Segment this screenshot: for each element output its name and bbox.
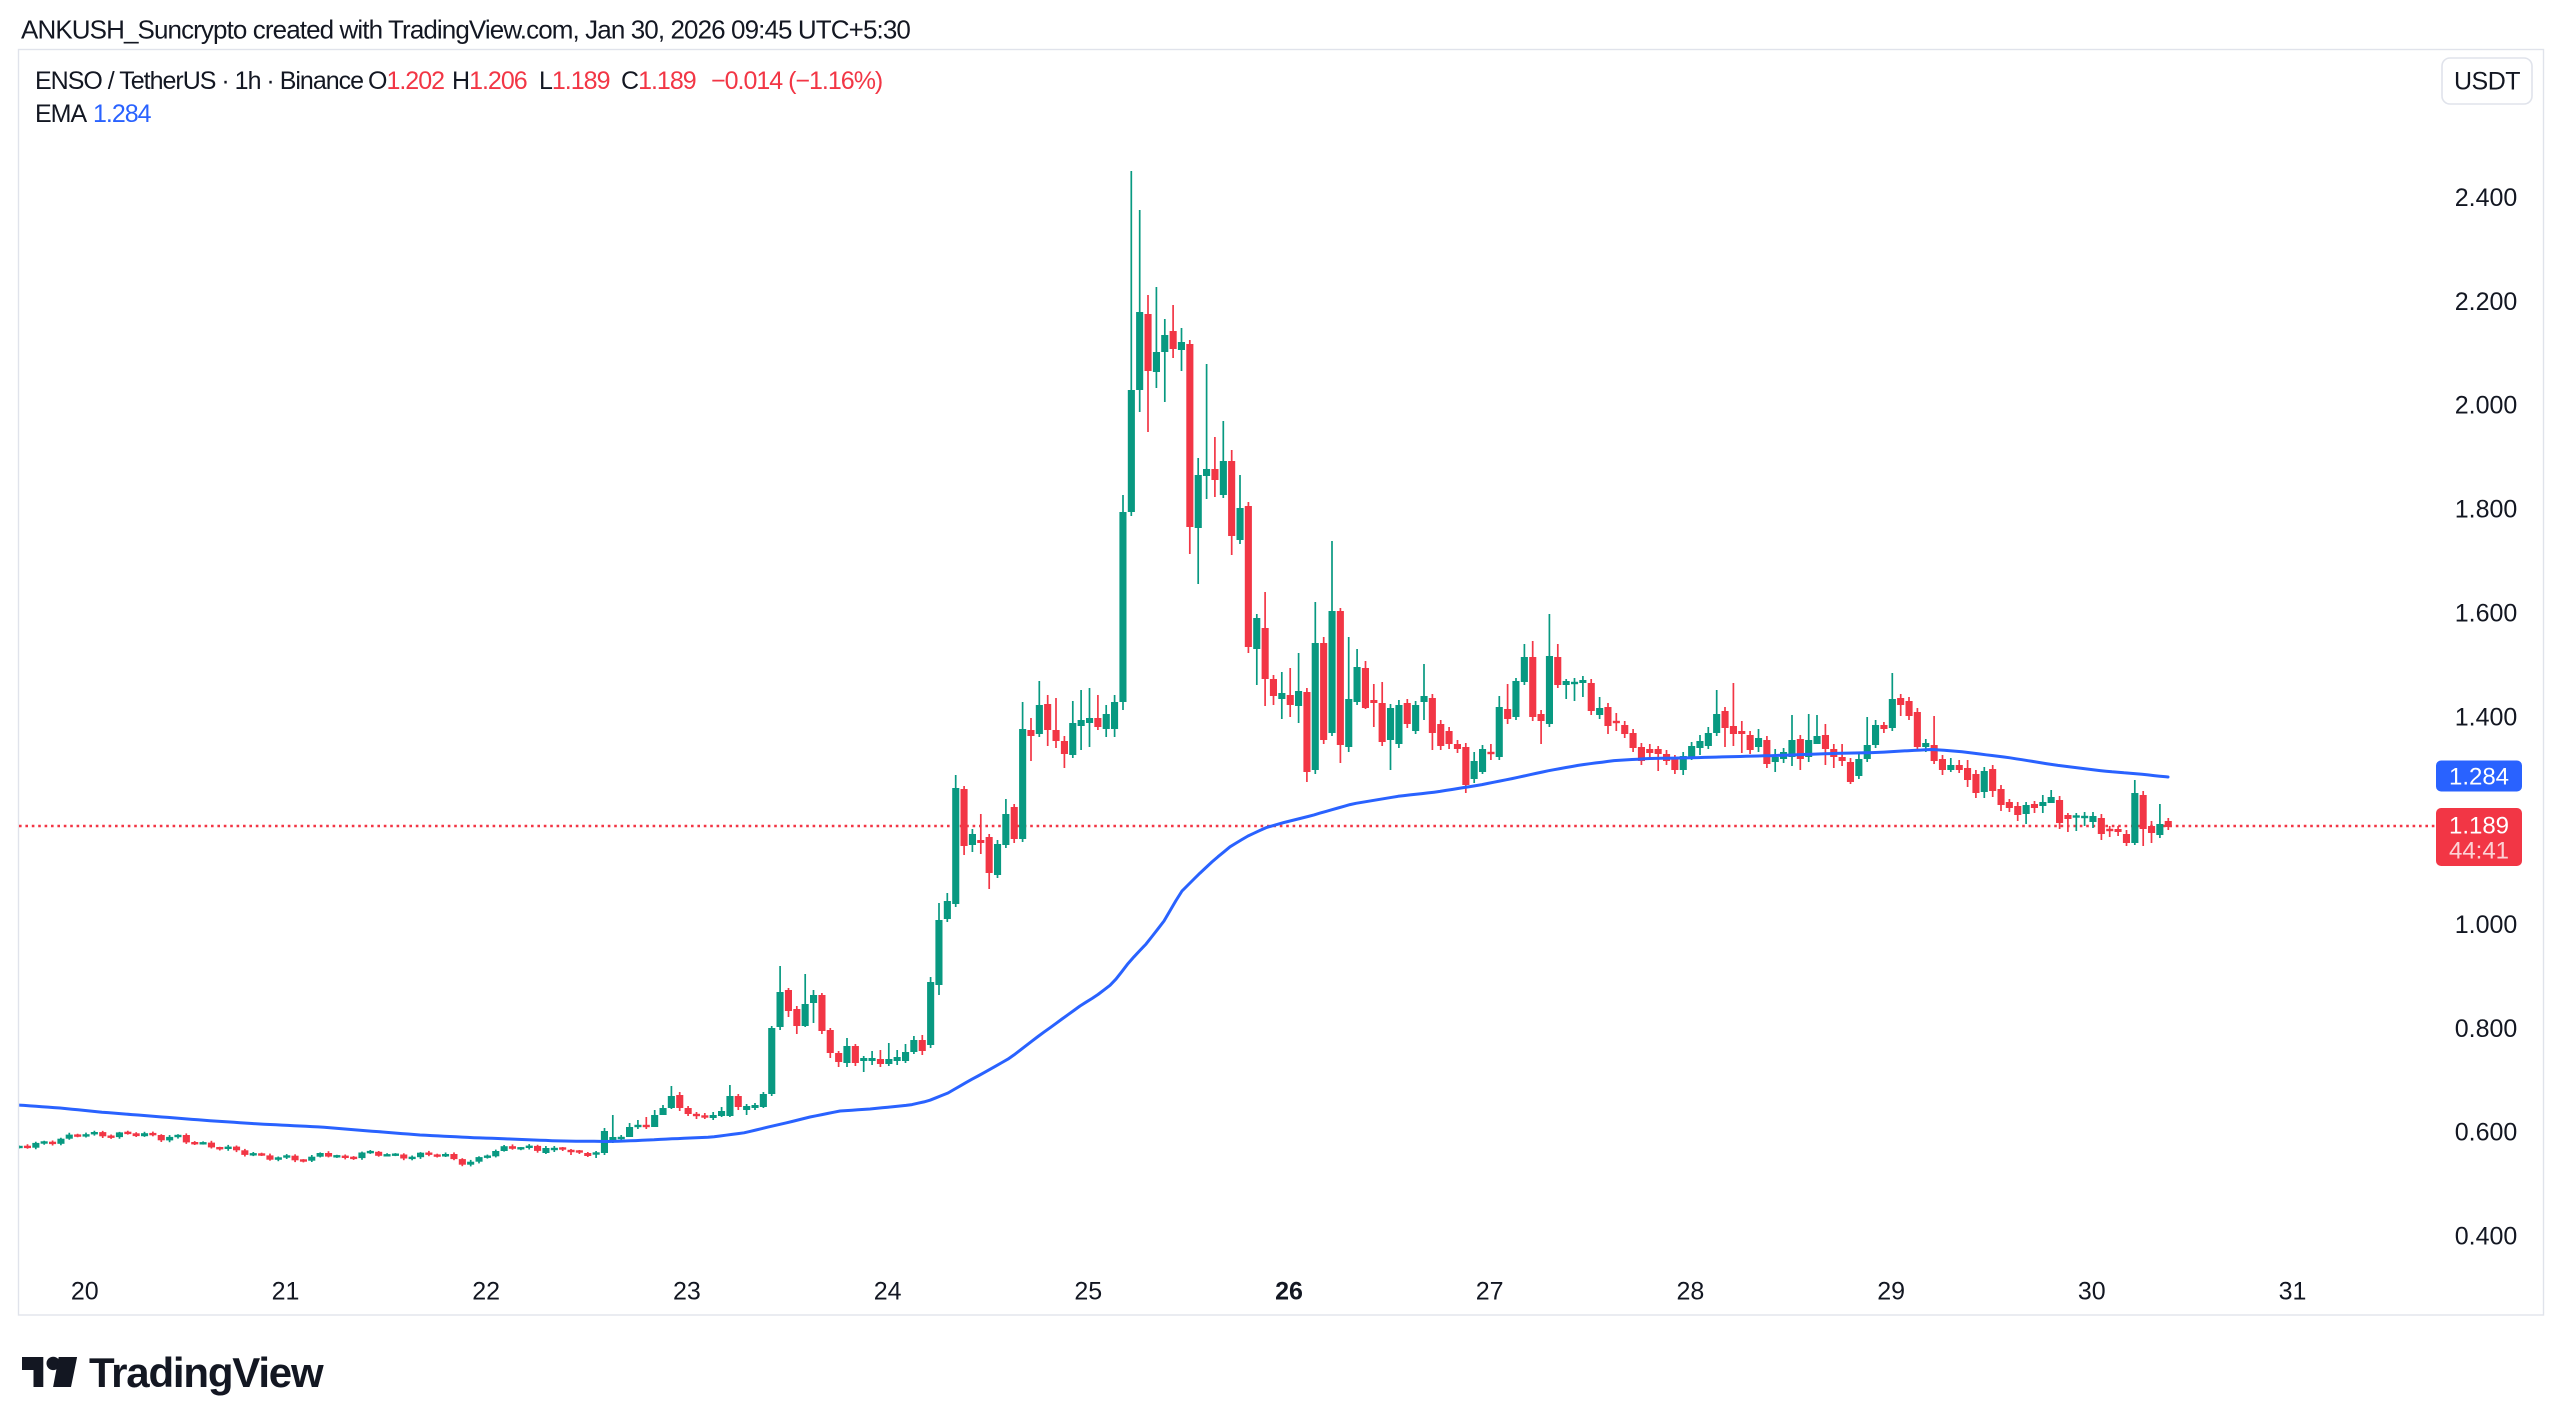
svg-text:26: 26: [1275, 1278, 1303, 1306]
svg-text:1.600: 1.600: [2455, 599, 2518, 627]
svg-text:C1.189: C1.189: [621, 67, 696, 95]
svg-text:2.400: 2.400: [2455, 184, 2518, 212]
svg-text:O1.202: O1.202: [368, 67, 444, 95]
svg-text:29: 29: [1877, 1278, 1905, 1306]
svg-text:23: 23: [673, 1278, 701, 1306]
svg-text:0.400: 0.400: [2455, 1223, 2518, 1251]
svg-text:30: 30: [2078, 1278, 2106, 1306]
svg-text:22: 22: [472, 1278, 500, 1306]
svg-text:TradingView: TradingView: [89, 1349, 324, 1396]
svg-text:ANKUSH_Suncrypto created with: ANKUSH_Suncrypto created with TradingVie…: [21, 15, 910, 45]
svg-text:0.600: 0.600: [2455, 1119, 2518, 1147]
svg-text:1.400: 1.400: [2455, 703, 2518, 731]
svg-text:L1.189: L1.189: [539, 67, 610, 95]
svg-text:1.284: 1.284: [2449, 764, 2509, 791]
svg-text:27: 27: [1476, 1278, 1504, 1306]
svg-text:1.189: 1.189: [2449, 813, 2509, 840]
svg-text:20: 20: [71, 1278, 99, 1306]
svg-text:1.000: 1.000: [2455, 911, 2518, 939]
svg-text:EMA: EMA: [35, 100, 88, 128]
svg-text:31: 31: [2279, 1278, 2307, 1306]
svg-text:H1.206: H1.206: [452, 67, 527, 95]
svg-text:1.284: 1.284: [93, 100, 152, 128]
svg-text:−0.014 (−1.16%): −0.014 (−1.16%): [711, 67, 882, 95]
svg-text:21: 21: [272, 1278, 300, 1306]
svg-text:44:41: 44:41: [2449, 838, 2509, 865]
svg-text:0.800: 0.800: [2455, 1015, 2518, 1043]
svg-text:2.200: 2.200: [2455, 288, 2518, 316]
svg-text:USDT: USDT: [2454, 68, 2520, 96]
svg-text:ENSO / TetherUS · 1h · Binance: ENSO / TetherUS · 1h · Binance: [35, 67, 363, 95]
svg-text:1.800: 1.800: [2455, 496, 2518, 524]
svg-text:25: 25: [1074, 1278, 1102, 1306]
svg-text:28: 28: [1676, 1278, 1704, 1306]
svg-text:24: 24: [874, 1278, 902, 1306]
svg-text:2.000: 2.000: [2455, 392, 2518, 420]
